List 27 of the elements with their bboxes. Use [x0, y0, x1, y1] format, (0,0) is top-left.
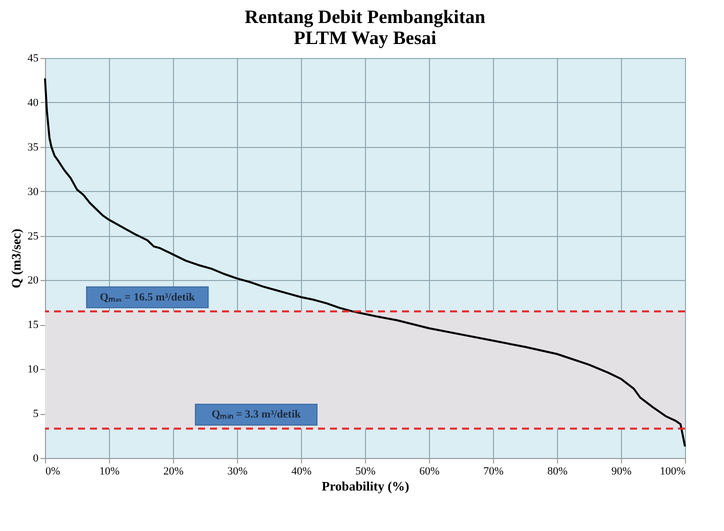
line-series	[44, 77, 686, 448]
ref-line-label: Qₘᵢₙ = 3.3 m³/detik	[212, 408, 302, 421]
y-tick-label: 25	[28, 230, 39, 242]
y-tick-label: 30	[28, 186, 39, 198]
x-tick-label: 40%	[291, 466, 312, 478]
x-tick-label: 20%	[163, 466, 184, 478]
y-tick-label: 35	[28, 141, 39, 154]
x-tick-label: 50%	[355, 466, 376, 478]
x-tick-label: 90%	[611, 466, 632, 478]
chart-title: Rentang Debit Pembangkitan PLTM Way Besai	[244, 7, 486, 49]
y-tick-label: 45	[28, 52, 39, 64]
y-tick-label: 10	[28, 364, 39, 376]
y-tick-label: 20	[28, 274, 39, 287]
y-tick-label: 15	[28, 319, 39, 332]
y-axis-title: Q (m3/sec)	[8, 228, 24, 288]
x-tick-label: 0%	[46, 466, 60, 478]
x-tick-label: 10%	[99, 466, 120, 478]
ref-line-label: Qₘₐₓ = 16.5 m³/detik	[100, 291, 196, 304]
x-tick-label: 30%	[227, 466, 248, 478]
x-tick-label: 60%	[419, 466, 440, 478]
x-tick-label: 100%	[660, 466, 686, 478]
y-tick-label: 5	[33, 408, 39, 420]
x-tick-label: 70%	[483, 466, 504, 478]
y-tick-label: 0	[33, 452, 39, 464]
x-tick-label: 80%	[547, 466, 568, 478]
x-axis-title: Probability (%)	[322, 478, 410, 494]
y-tick-label: 40	[28, 96, 39, 109]
